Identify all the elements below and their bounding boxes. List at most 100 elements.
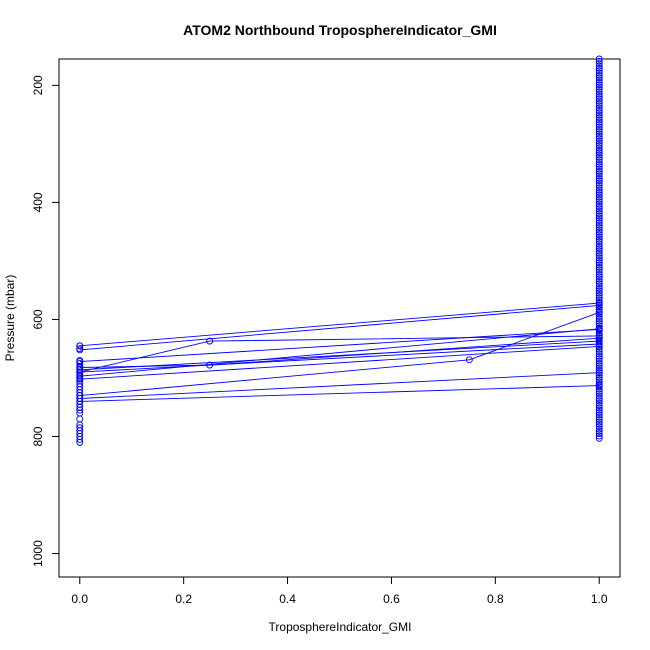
data-point xyxy=(595,233,603,241)
data-point xyxy=(595,90,603,98)
data-point xyxy=(595,146,603,154)
data-point xyxy=(595,324,603,332)
data-point xyxy=(595,432,603,440)
data-point xyxy=(595,235,603,243)
data-point xyxy=(595,289,603,297)
data-point xyxy=(595,217,603,224)
data-point xyxy=(595,313,603,320)
data-point xyxy=(595,252,603,260)
data-point xyxy=(595,62,603,70)
data-point xyxy=(595,205,603,213)
series-line xyxy=(79,328,600,363)
data-point xyxy=(595,64,603,72)
data-point xyxy=(595,270,603,278)
data-point xyxy=(595,329,603,337)
data-point xyxy=(595,261,603,269)
data-point xyxy=(595,57,603,65)
data-point xyxy=(595,395,603,402)
data-point xyxy=(595,277,603,285)
data-point xyxy=(595,331,603,339)
x-tick-label: 1.0 xyxy=(591,592,608,606)
data-point xyxy=(595,416,603,424)
data-point xyxy=(595,282,603,290)
data-point xyxy=(206,361,214,369)
data-point xyxy=(595,434,603,442)
data-point xyxy=(595,315,603,323)
data-point xyxy=(595,181,603,189)
data-point xyxy=(76,342,84,350)
data-point xyxy=(595,97,603,105)
plot-area xyxy=(58,58,621,578)
data-point xyxy=(595,132,603,140)
y-tick-label: 1000 xyxy=(31,540,45,567)
data-point xyxy=(595,104,603,112)
data-point xyxy=(595,341,603,349)
data-point xyxy=(595,224,603,232)
data-point xyxy=(595,249,603,257)
data-point xyxy=(595,111,603,119)
data-point xyxy=(595,263,603,271)
data-point xyxy=(595,196,603,203)
data-point xyxy=(595,254,603,262)
data-point xyxy=(595,144,603,152)
data-point xyxy=(595,334,603,342)
y-tick-label: 800 xyxy=(31,426,45,446)
data-point xyxy=(595,121,603,129)
data-point xyxy=(595,123,603,131)
data-point xyxy=(595,383,603,391)
data-point xyxy=(595,102,603,110)
data-point xyxy=(595,352,603,360)
data-point xyxy=(595,418,603,426)
data-point xyxy=(595,327,603,335)
data-point xyxy=(595,172,603,180)
data-point xyxy=(595,292,603,299)
data-point xyxy=(595,191,603,199)
data-point xyxy=(595,273,603,281)
data-point xyxy=(595,296,603,304)
series-line xyxy=(79,372,600,399)
data-point xyxy=(595,425,603,433)
data-point xyxy=(595,362,603,370)
series-line xyxy=(79,311,600,397)
data-point xyxy=(595,427,603,435)
data-point xyxy=(595,378,603,386)
data-point xyxy=(595,156,603,164)
data-point xyxy=(595,338,603,346)
data-point xyxy=(595,100,603,107)
data-point xyxy=(595,212,603,220)
data-point xyxy=(595,226,603,234)
data-point xyxy=(595,343,603,351)
data-point xyxy=(595,380,603,388)
series-line xyxy=(79,304,600,351)
data-point xyxy=(595,423,603,431)
data-point xyxy=(595,310,603,318)
data-point xyxy=(595,348,603,356)
data-point xyxy=(595,385,603,393)
data-point xyxy=(595,357,603,365)
data-point xyxy=(595,184,603,192)
data-point xyxy=(595,179,603,187)
data-point xyxy=(595,193,603,201)
data-point xyxy=(595,142,603,150)
data-point xyxy=(595,210,603,217)
data-point xyxy=(595,71,603,79)
data-point xyxy=(595,409,603,416)
data-point xyxy=(595,359,603,367)
data-point xyxy=(595,214,603,222)
data-point xyxy=(595,189,603,196)
data-point xyxy=(595,85,603,93)
x-tick-label: 0.6 xyxy=(383,592,400,606)
data-point xyxy=(595,69,603,77)
data-point xyxy=(595,167,603,175)
data-point xyxy=(595,76,603,84)
data-point xyxy=(595,60,603,68)
data-point xyxy=(595,219,603,227)
x-axis: 0.0 0.2 0.4 0.6 0.8 1.0 xyxy=(71,577,608,606)
data-point xyxy=(595,301,603,309)
data-point xyxy=(595,268,603,276)
chart-title: ATOM2 Northbound TroposphereIndicator_GM… xyxy=(183,22,497,38)
data-point xyxy=(595,275,603,283)
data-point xyxy=(595,284,603,292)
data-point xyxy=(595,376,603,384)
data-point xyxy=(595,203,603,210)
